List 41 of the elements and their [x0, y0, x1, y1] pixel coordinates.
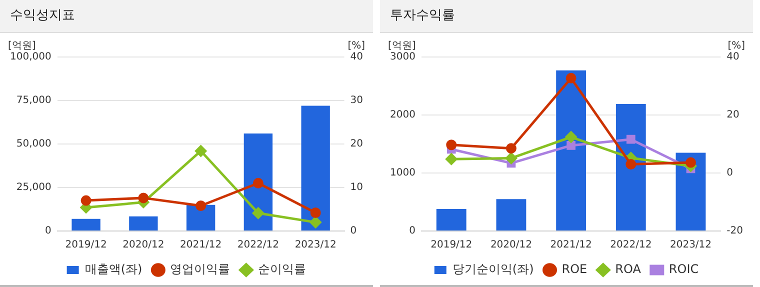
y-tick-label: 2000 — [390, 110, 416, 121]
x-tick-label: 2019/12 — [65, 240, 107, 251]
y2-tick-label: 20 — [726, 110, 740, 121]
x-tick-label: 2021/12 — [180, 240, 222, 251]
y2-tick-label: 40 — [350, 52, 364, 63]
x-tick-label: 2020/12 — [490, 240, 532, 251]
legend-label: 영업이익률 — [170, 262, 230, 276]
legend-label: ROIC — [668, 262, 699, 276]
legend-label: ROA — [615, 262, 642, 276]
legend-label: 당기순이익(좌) — [452, 262, 534, 276]
x-tick-label: 2023/12 — [670, 240, 712, 251]
x-tick-label: 2019/12 — [430, 240, 472, 251]
x-tick-label: 2023/12 — [294, 240, 336, 251]
y2-tick-label: 20 — [350, 138, 364, 150]
legend-label: 매출액(좌) — [84, 262, 142, 276]
y-axis-title: [억원] — [8, 40, 36, 52]
y2-tick-label: 30 — [350, 95, 364, 106]
y2-tick-label: 40 — [726, 52, 740, 63]
y-axis-title: [억원] — [388, 40, 416, 52]
y-tick-label: 100,000 — [10, 52, 52, 63]
y2-tick-label: 0 — [726, 168, 734, 179]
legend-label: ROE — [562, 262, 588, 276]
y-tick-label: 3000 — [390, 52, 416, 63]
x-tick-label: 2022/12 — [610, 240, 652, 251]
chart-title: 수익성지표 — [0, 0, 373, 33]
legend-label: 순이익률 — [258, 262, 306, 276]
y-tick-label: 0 — [409, 226, 416, 237]
x-tick-label: 2021/12 — [550, 240, 592, 251]
y2-tick-label: -20 — [726, 226, 744, 237]
y-tick-label: 1000 — [390, 168, 416, 179]
x-tick-label: 2020/12 — [122, 240, 164, 251]
chart-title: 투자수익률 — [380, 0, 753, 33]
y2-tick-label: 10 — [350, 182, 364, 194]
y-tick-label: 25,000 — [16, 182, 52, 194]
y-tick-label: 0 — [44, 226, 52, 237]
x-tick-label: 2022/12 — [237, 240, 279, 251]
y2-axis-title: [%] — [348, 40, 366, 52]
y2-tick-label: 0 — [350, 226, 357, 237]
y2-axis-title: [%] — [728, 40, 746, 52]
y-tick-label: 50,000 — [16, 138, 52, 150]
y-tick-label: 75,000 — [16, 95, 52, 106]
